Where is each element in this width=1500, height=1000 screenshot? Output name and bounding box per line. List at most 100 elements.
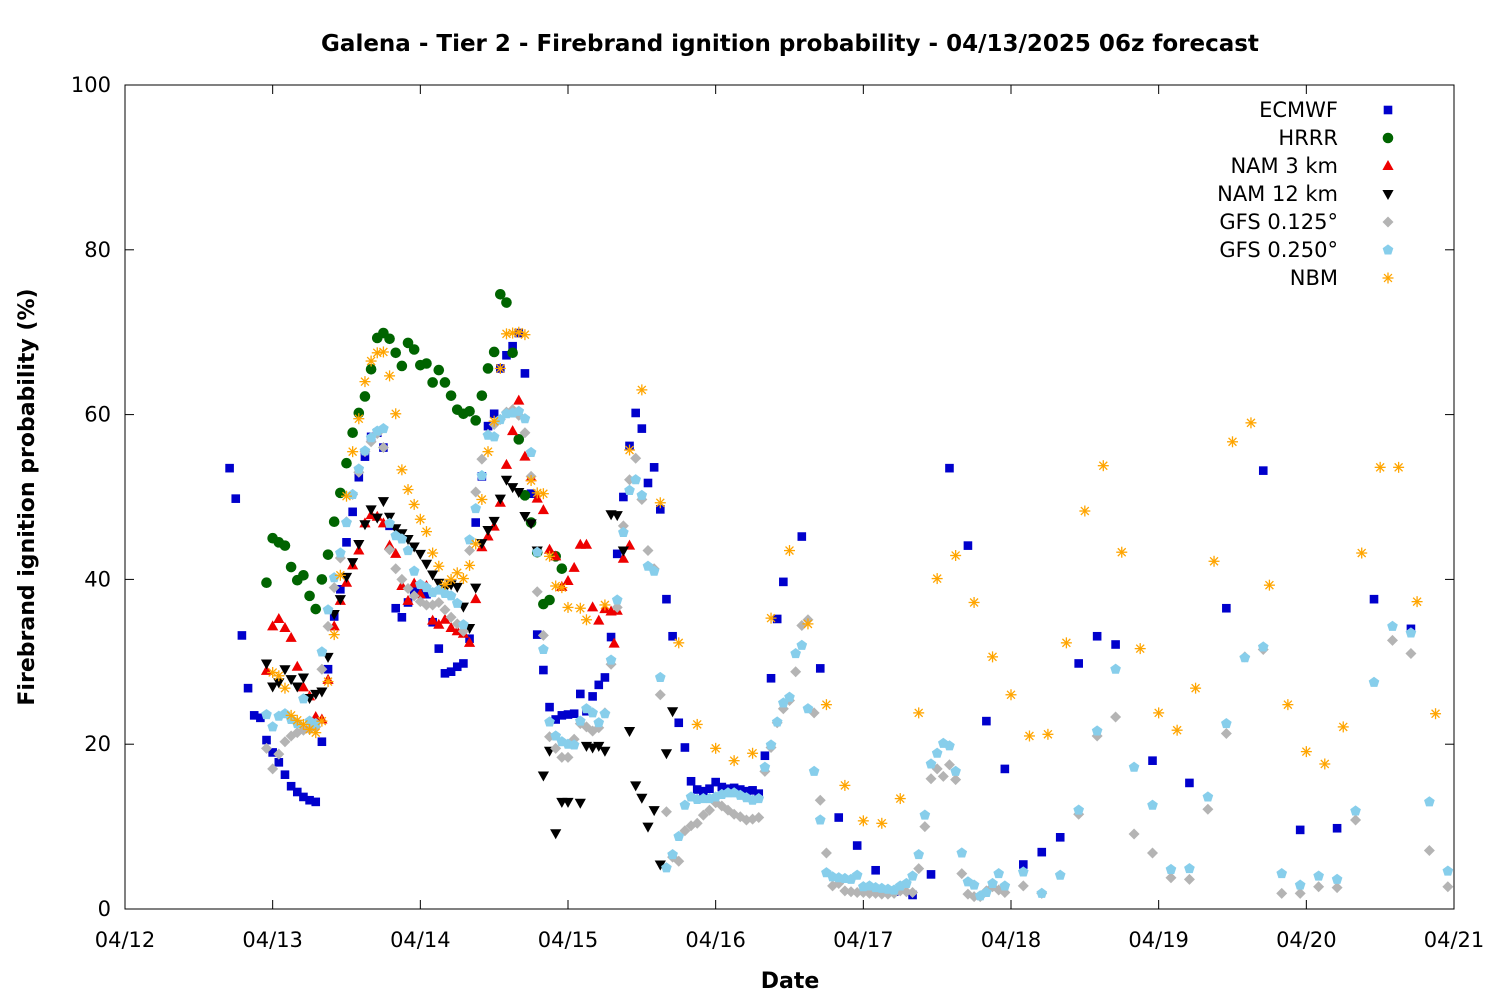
data-point <box>568 739 580 750</box>
series-gfs-0-125- <box>261 404 1454 903</box>
data-point <box>630 781 642 792</box>
star-stroke <box>748 748 758 758</box>
data-point <box>488 516 500 527</box>
data-point <box>642 822 654 833</box>
data-point <box>279 622 291 633</box>
data-point <box>390 408 402 420</box>
x-tick-label: 04/20 <box>1276 928 1337 952</box>
data-point <box>562 751 574 763</box>
data-point <box>297 673 310 684</box>
data-point <box>1111 640 1120 649</box>
data-point <box>440 669 450 678</box>
data-point <box>439 377 451 388</box>
x-tick-label: 04/12 <box>95 928 156 952</box>
star-stroke <box>372 348 382 358</box>
star-stroke <box>329 630 339 640</box>
data-point <box>673 637 685 649</box>
data-point <box>464 534 475 545</box>
data-point <box>649 463 659 472</box>
data-point <box>525 475 537 487</box>
data-point <box>285 631 297 642</box>
data-point <box>1331 882 1343 894</box>
data-point <box>519 427 531 439</box>
data-point <box>274 758 284 767</box>
star-stroke <box>655 498 665 508</box>
data-point <box>545 702 554 712</box>
legend-marker <box>1382 190 1394 200</box>
plot-frame <box>124 84 1455 910</box>
star-stroke <box>440 579 450 589</box>
data-point <box>260 659 273 670</box>
data-point <box>482 446 494 458</box>
star-stroke <box>858 816 868 826</box>
star-stroke <box>428 548 438 558</box>
data-point <box>304 590 315 602</box>
data-point <box>384 370 396 382</box>
data-point <box>322 620 334 632</box>
data-point <box>279 665 291 676</box>
data-point <box>1208 555 1220 567</box>
data-point <box>390 547 402 558</box>
data-point <box>365 505 377 516</box>
data-point <box>267 667 279 679</box>
star-stroke <box>840 780 850 790</box>
data-point <box>291 714 303 726</box>
legend-marker <box>1382 216 1394 228</box>
data-point <box>834 813 844 822</box>
data-point <box>445 390 457 401</box>
data-point <box>322 549 334 560</box>
star-stroke <box>508 328 518 338</box>
star-stroke <box>422 527 431 537</box>
data-point <box>981 886 992 898</box>
data-point <box>925 773 937 785</box>
data-point <box>771 716 783 727</box>
data-point <box>1300 746 1312 758</box>
data-point <box>305 795 314 805</box>
data-point <box>550 550 562 561</box>
y-tick-label: 60 <box>84 403 111 427</box>
data-point <box>544 716 555 727</box>
data-point <box>335 547 346 558</box>
data-point <box>279 540 291 551</box>
star-stroke <box>1043 729 1053 739</box>
data-point <box>1386 634 1398 646</box>
data-point <box>322 676 334 688</box>
data-point <box>261 577 272 588</box>
x-tick-label: 04/21 <box>1424 928 1485 952</box>
star-stroke <box>385 371 394 381</box>
axis-ticks: 04/12 04/13 04/14 04/15 04/16 04/17 04/18 04/19… <box>71 73 1484 952</box>
data-point <box>316 646 328 657</box>
data-point <box>285 709 297 721</box>
data-point <box>1258 466 1268 475</box>
x-tick-label: 04/15 <box>538 928 599 952</box>
data-point <box>624 444 636 456</box>
legend-marker <box>1382 132 1394 144</box>
data-point <box>1165 863 1177 874</box>
data-point <box>760 751 770 761</box>
data-point <box>502 350 511 360</box>
data-point <box>587 601 599 612</box>
data-point <box>341 490 352 502</box>
data-point <box>944 740 955 751</box>
data-point <box>599 599 611 611</box>
data-point <box>397 613 407 622</box>
data-point <box>588 692 597 701</box>
y-axis-label: Firebrand ignition probability (%) <box>15 288 40 705</box>
data-point <box>605 654 617 665</box>
data-point <box>476 453 488 465</box>
data-point <box>1171 724 1183 736</box>
star-stroke <box>471 539 481 549</box>
data-point <box>427 614 439 625</box>
series-gfs-0-250- <box>261 405 1454 901</box>
data-point <box>310 727 322 739</box>
data-point <box>526 489 536 499</box>
data-point <box>661 862 672 873</box>
data-point <box>1276 887 1288 899</box>
star-stroke <box>545 551 554 561</box>
data-point <box>378 423 389 434</box>
data-point <box>267 682 279 693</box>
data-point <box>569 709 579 719</box>
data-point <box>297 718 309 730</box>
data-point <box>630 474 642 485</box>
data-point <box>390 563 402 575</box>
